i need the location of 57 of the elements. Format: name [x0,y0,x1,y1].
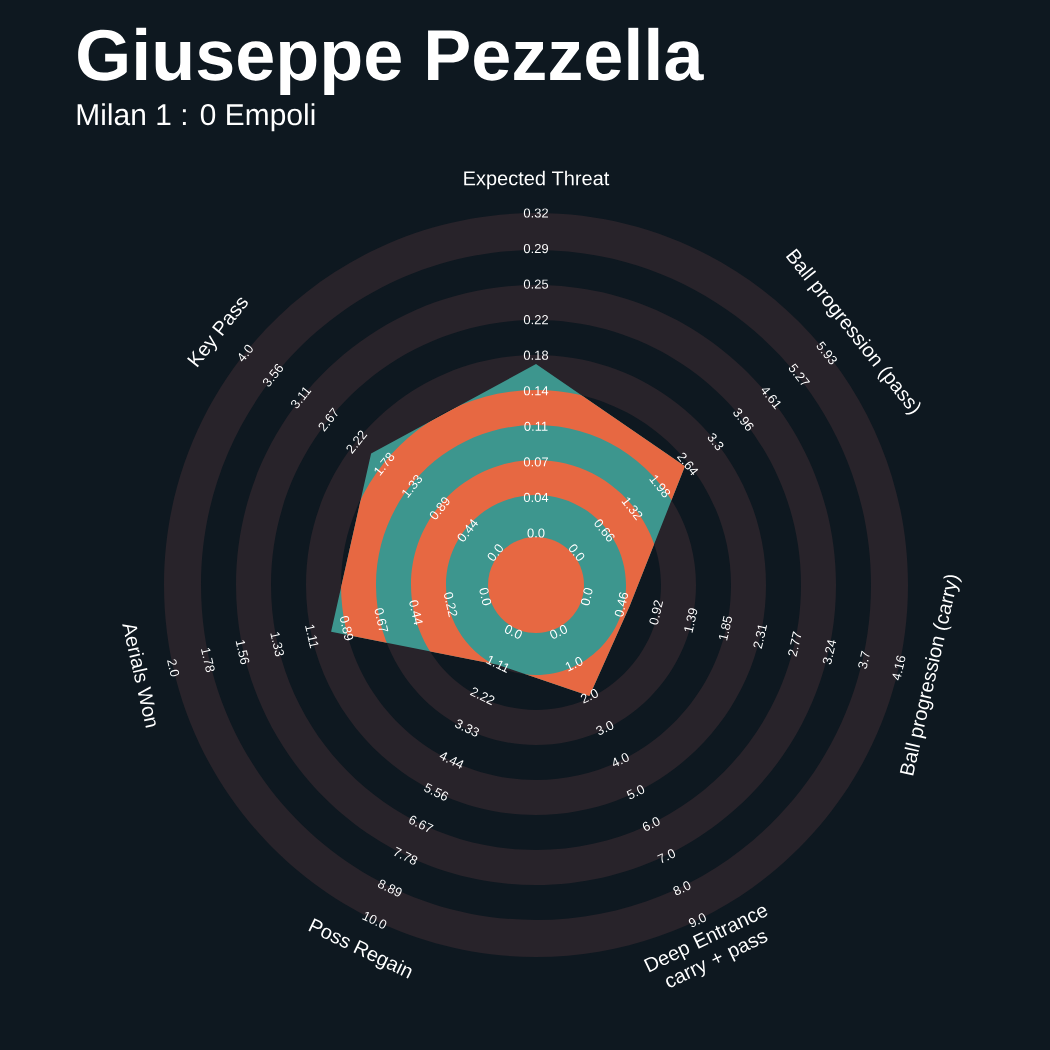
spoke-label: Aerials Won [122,624,156,728]
text: 3.33 [455,719,480,737]
text: 1.0 [565,657,583,672]
text: 1.39 [684,608,698,633]
text: 0.25 [523,279,549,289]
chart-title: Giuseppe Pezzella [78,27,704,95]
text: 3.24 [822,640,837,665]
text: 6.0 [642,817,660,831]
chart-subtitle: Milan 1 : 0 Empoli [77,103,315,132]
text: 4.0 [613,753,629,766]
text: 1.33 [270,632,284,657]
text: 3.11 [291,387,312,409]
text: 4.0 [238,344,253,362]
text: 0.07 [523,457,548,467]
text: 8.89 [377,879,402,897]
text: 0.32 [523,208,548,218]
text: 0.0 [479,587,492,606]
spoke-label: Expected Threat [464,170,610,190]
text: 1.56 [235,640,250,665]
text: 4.61 [761,388,781,410]
text: 2.77 [788,631,802,657]
text: 10.0 [362,912,387,929]
text: 0.0 [487,544,503,561]
text: 0.46 [614,592,628,617]
text: 1.85 [718,615,732,641]
text: 0.29 [523,243,549,254]
text: 2.31 [753,625,768,649]
text: 4.16 [892,655,906,681]
text: 0.92 [649,600,664,625]
text: 5.56 [424,782,449,801]
text: 1.11 [486,656,509,673]
text: 0.44 [409,600,423,625]
text: 7.78 [394,846,418,865]
text: 0.04 [523,492,549,503]
text: 7.0 [657,849,676,864]
text: 0.0 [580,587,593,606]
text: 0.18 [523,350,549,360]
text: 2.0 [580,689,598,704]
text: 4.44 [439,752,464,769]
text: 0.67 [374,608,389,632]
text: 3.3 [707,433,724,451]
text: 1.11 [305,624,319,649]
text: 3.7 [858,650,870,669]
text: 6.67 [409,815,434,832]
text: 5.0 [626,785,645,799]
text: 3.0 [596,721,614,735]
text: 0.0 [569,544,585,561]
text: 8.0 [673,881,691,896]
text: 1.78 [201,648,215,673]
text: 0.0 [504,625,522,639]
text: 0.89 [340,616,354,641]
text: 0.22 [444,592,458,618]
text: 2.0 [167,659,180,677]
text: 0.0 [527,528,545,538]
text: 0.0 [550,625,568,639]
text: 0.22 [523,315,548,325]
text: 2.22 [469,687,495,706]
